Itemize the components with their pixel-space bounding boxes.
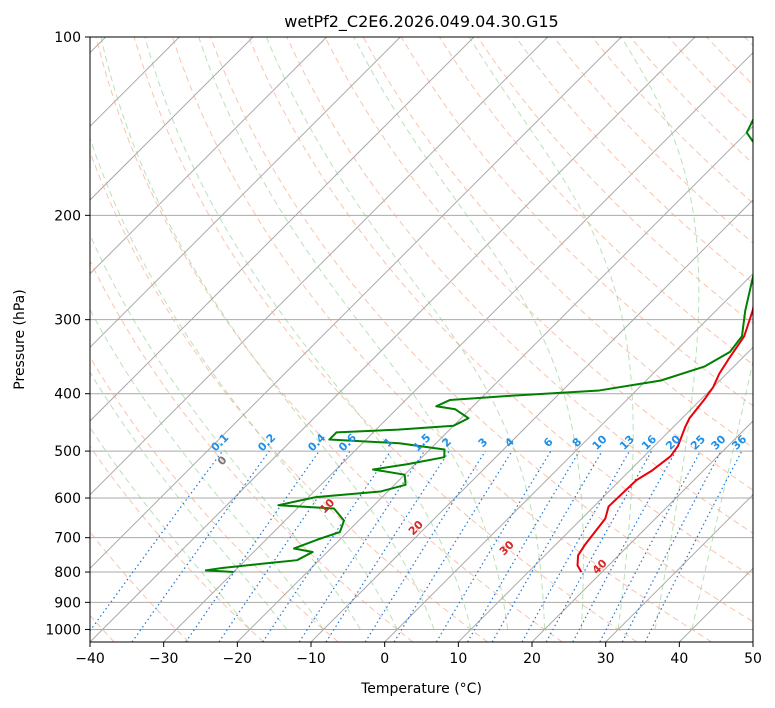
mixing-ratio-line (599, 450, 702, 642)
chart-title: wetPf2_C2E6.2026.049.04.30.G15 (284, 12, 558, 32)
x-tick-label: 20 (523, 651, 541, 667)
x-tick-label: −40 (75, 651, 105, 667)
isotherm-line (163, 51, 753, 642)
x-axis-title: Temperature (°C) (360, 681, 482, 697)
y-tick-label: 300 (54, 313, 81, 329)
y-axis: 100 200 300 400 500 600 700 800 900 1000 (45, 30, 90, 638)
mixing-ratio-line (218, 450, 351, 642)
isotherm-line (90, 37, 254, 201)
y-tick-label: 200 (54, 208, 81, 224)
y-tick-label: 100 (54, 30, 81, 46)
dewpoint-profile-line (204, 117, 753, 574)
plot-frame (89, 36, 754, 643)
y-tick-label: 600 (54, 491, 81, 507)
dry-adiabat-line (95, 37, 563, 642)
mixing-ratio-line (262, 450, 392, 642)
mixing-ratio-line (131, 450, 270, 642)
isotherm-line (90, 37, 401, 349)
y-tick-label: 700 (54, 531, 81, 547)
x-axis: −40 −30 −20 −10 0 10 20 30 40 50 (75, 642, 762, 667)
moist-adiabat-line (90, 233, 361, 630)
dry-adiabat-line (324, 37, 753, 491)
mixing-ratio-line (572, 450, 677, 642)
x-tick-label: −30 (149, 651, 179, 667)
isotherm-line (90, 37, 696, 642)
y-tick-label: 800 (54, 565, 81, 581)
dry-adiabat-line (90, 445, 264, 642)
mixing-ratio-line (435, 450, 552, 642)
isotherm-line (384, 272, 753, 642)
dry-adiabat-line (210, 37, 753, 623)
x-tick-label: 50 (744, 651, 762, 667)
mixing-ratio-line (393, 450, 513, 642)
plot-background (90, 37, 753, 642)
temperature-profile-line (576, 304, 753, 573)
dry-adiabat-line (515, 37, 753, 284)
y-tick-label: 400 (54, 387, 81, 403)
y-tick-label: 900 (54, 595, 81, 611)
mixing-ratio-line (466, 450, 580, 642)
x-tick-label: 10 (449, 651, 467, 667)
moist-adiabat-line (90, 136, 398, 630)
moist-adiabat-line (100, 37, 435, 630)
moist-adiabat-line (468, 37, 634, 630)
isotherm-line (90, 37, 328, 275)
moist-adiabat-line (198, 37, 509, 630)
x-tick-label: −20 (223, 651, 253, 667)
mixing-ratio-line (185, 450, 320, 642)
moist-adiabat-line (265, 37, 546, 630)
dry-adiabat-line (286, 37, 753, 534)
x-tick-label: −10 (296, 651, 326, 667)
y-tick-label: 500 (54, 444, 81, 460)
moist-adiabat-line (620, 37, 700, 630)
isotherm-line (457, 346, 753, 642)
x-tick-label: 0 (380, 651, 389, 667)
dry-adiabat-line (248, 37, 753, 578)
moist-adiabat-line (90, 426, 251, 630)
background-lines (90, 37, 753, 642)
isotherm-line (90, 37, 622, 570)
profile-lines (204, 117, 753, 574)
isotherm-line (90, 37, 549, 496)
moist-adiabat-line (90, 371, 288, 630)
dry-adiabat-line (171, 37, 712, 642)
isotherm-line (605, 493, 753, 642)
x-tick-label: 30 (597, 651, 615, 667)
y-axis-title: Pressure (hPa) (12, 289, 28, 389)
moist-adiabat-line (90, 308, 324, 630)
mixing-ratio-line (364, 450, 486, 642)
mixing-ratio-line (325, 450, 450, 642)
dry-adiabat-line (90, 259, 414, 642)
isotherm-line (236, 125, 753, 642)
moist-adiabat-line (353, 37, 584, 630)
moist-adiabat-line (144, 37, 472, 630)
isotherm-line (90, 37, 475, 422)
x-tick-label: 40 (670, 651, 688, 667)
isotherm-line (531, 420, 753, 642)
dry-adiabat-line (133, 37, 638, 642)
moist-adiabat-line (691, 358, 753, 630)
y-tick-label: 1000 (45, 622, 81, 638)
mixing-ratio-line (298, 450, 425, 642)
